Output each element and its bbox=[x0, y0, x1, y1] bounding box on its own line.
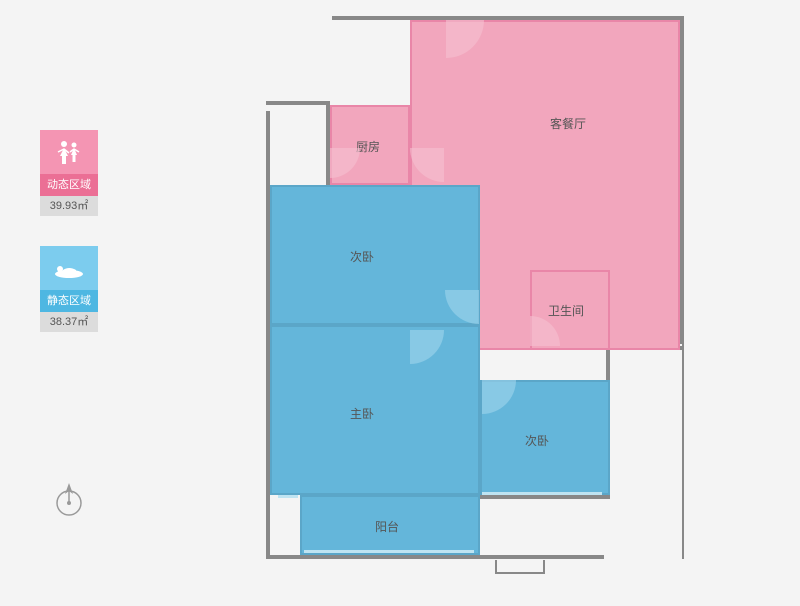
room-label-living: 客餐厅 bbox=[550, 115, 586, 132]
floor-cutout bbox=[264, 14, 332, 111]
wall-segment bbox=[476, 495, 610, 499]
room-master bbox=[270, 325, 480, 495]
legend-static: 静态区域 38.37㎡ bbox=[40, 246, 98, 332]
wall-segment bbox=[266, 555, 480, 559]
room-label-bed2a: 次卧 bbox=[350, 248, 374, 265]
legend-static-label: 静态区域 bbox=[40, 290, 98, 312]
window-strip bbox=[278, 495, 298, 498]
room-label-bed2b: 次卧 bbox=[525, 432, 549, 449]
floor-plan: 客餐厅厨房卫生间次卧主卧次卧阳台 bbox=[270, 20, 680, 580]
floor-cutout bbox=[604, 344, 682, 606]
balcony-rail bbox=[495, 560, 545, 574]
people-icon bbox=[40, 130, 98, 174]
wall-segment bbox=[266, 101, 330, 105]
room-label-balcony: 阳台 bbox=[375, 518, 399, 535]
window-strip bbox=[482, 492, 602, 495]
compass-icon bbox=[50, 480, 88, 518]
legend-static-value: 38.37㎡ bbox=[40, 312, 98, 332]
window-strip bbox=[304, 550, 474, 553]
legend-panel: 动态区域 39.93㎡ 静态区域 38.37㎡ bbox=[40, 130, 98, 362]
room-label-master: 主卧 bbox=[350, 405, 374, 422]
sleep-icon bbox=[40, 246, 98, 290]
legend-dynamic-label: 动态区域 bbox=[40, 174, 98, 196]
legend-dynamic: 动态区域 39.93㎡ bbox=[40, 130, 98, 216]
room-label-bath: 卫生间 bbox=[548, 302, 584, 319]
legend-dynamic-value: 39.93㎡ bbox=[40, 196, 98, 216]
